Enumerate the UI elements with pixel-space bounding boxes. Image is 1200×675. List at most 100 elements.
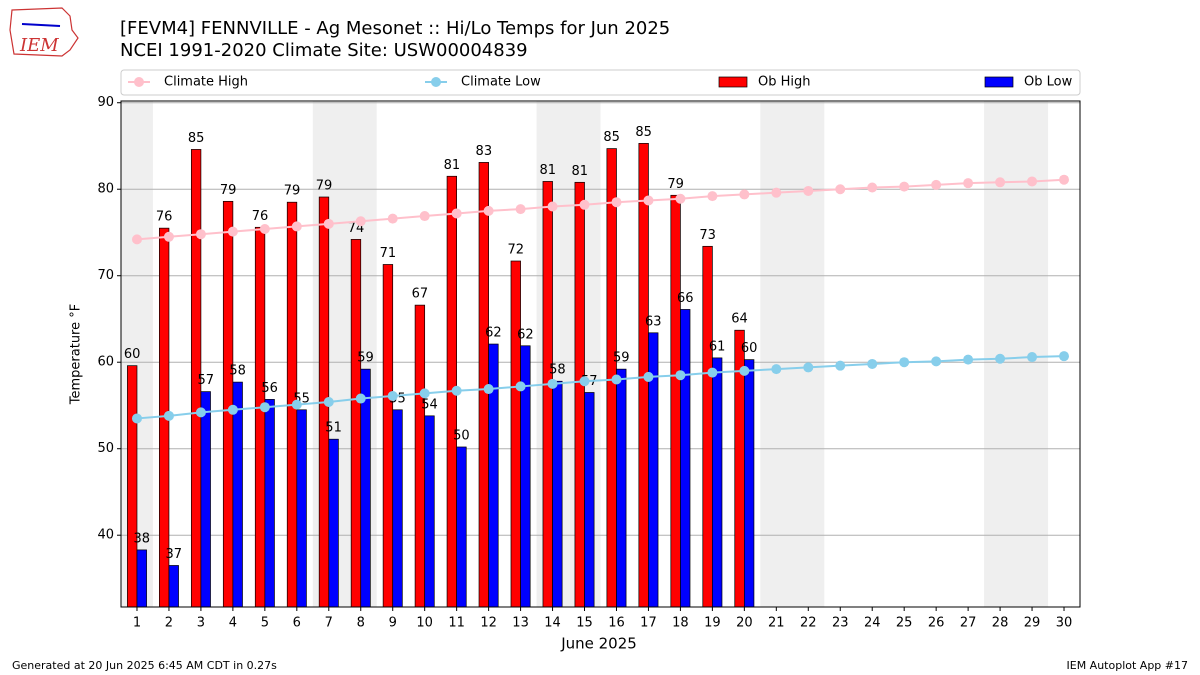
x-tick-label: 3 [197, 616, 205, 631]
line-marker [419, 211, 430, 222]
x-tick-label: 19 [704, 616, 721, 631]
line-marker [131, 413, 142, 424]
line-marker [707, 191, 718, 202]
x-tick-label: 28 [992, 616, 1009, 631]
data-label: 38 [134, 531, 151, 546]
bar [552, 380, 563, 608]
legend-marker [431, 77, 441, 87]
legend-swatch [718, 76, 748, 88]
line-marker [675, 193, 686, 204]
x-tick-label: 11 [448, 616, 465, 631]
x-tick-label: 14 [544, 616, 561, 631]
x-tick-label: 17 [640, 616, 657, 631]
footer-left: Generated at 20 Jun 2025 6:45 AM CDT in … [12, 659, 277, 672]
bar [584, 392, 595, 608]
x-tick-label: 20 [736, 616, 753, 631]
line-marker [483, 205, 494, 216]
line-marker [579, 376, 590, 387]
y-tick-label: 40 [97, 528, 114, 543]
bar [382, 264, 394, 608]
line-marker [675, 370, 686, 381]
line-marker [931, 356, 942, 367]
bar [296, 409, 307, 608]
x-tick-label: 29 [1024, 616, 1041, 631]
bar [488, 343, 499, 608]
line-marker [547, 201, 558, 212]
line-marker [579, 199, 590, 210]
y-tick-label: 50 [97, 441, 114, 456]
data-label: 85 [635, 125, 652, 140]
data-label: 58 [229, 364, 246, 379]
x-tick-label: 21 [768, 616, 785, 631]
data-label: 60 [741, 341, 758, 356]
bar [743, 359, 755, 608]
line-marker [771, 187, 782, 198]
data-label: 54 [421, 397, 438, 412]
x-tick-label: 22 [800, 616, 817, 631]
y-tick-label: 60 [97, 355, 114, 370]
line-marker [259, 402, 270, 413]
x-tick-label: 9 [389, 616, 397, 631]
line-marker [195, 407, 206, 418]
line-marker [899, 357, 910, 368]
line-marker [867, 182, 878, 193]
data-label: 73 [699, 228, 716, 243]
line-marker [163, 410, 174, 421]
line-marker [323, 397, 334, 408]
climate-line [136, 355, 1065, 420]
bar [702, 245, 713, 608]
line-marker [867, 358, 878, 369]
data-label: 81 [444, 158, 461, 173]
bar [712, 357, 723, 608]
x-tick-label: 16 [608, 616, 625, 631]
x-tick-label: 5 [261, 616, 269, 631]
line-marker [355, 216, 366, 227]
line-marker [835, 360, 846, 371]
legend-label: Ob Low [1024, 75, 1073, 90]
logo: IEM [9, 7, 79, 57]
data-label: 67 [412, 287, 429, 302]
y-tick-label: 70 [97, 268, 114, 283]
data-label: 85 [603, 130, 620, 145]
line-marker [899, 181, 910, 192]
line-marker [611, 374, 622, 385]
logo-mark [21, 23, 61, 27]
bar [456, 446, 467, 608]
logo-outline [9, 7, 79, 57]
line-marker [387, 213, 398, 224]
data-label: 71 [380, 246, 397, 261]
line-marker [483, 384, 494, 395]
line-marker [291, 221, 302, 232]
data-label: 61 [709, 339, 726, 354]
data-label: 76 [252, 209, 269, 224]
data-label: 79 [284, 184, 301, 199]
x-tick-label: 6 [293, 616, 301, 631]
x-tick-label: 2 [165, 616, 173, 631]
bar [680, 309, 691, 608]
line-marker [1059, 351, 1070, 362]
line-marker [227, 226, 238, 237]
climate-line [136, 178, 1065, 241]
line-marker [355, 393, 366, 404]
line-marker [451, 385, 462, 396]
data-label: 85 [188, 131, 205, 146]
x-tick-label: 10 [416, 616, 433, 631]
bar [424, 415, 435, 608]
line-marker [1027, 352, 1038, 363]
data-label: 58 [549, 363, 566, 378]
legend-swatch [984, 76, 1014, 88]
bar [392, 409, 403, 608]
bar [168, 565, 179, 608]
x-tick-label: 18 [672, 616, 689, 631]
data-label: 76 [156, 210, 173, 225]
bar [328, 438, 339, 608]
line-marker [547, 378, 558, 389]
x-tick-label: 25 [896, 616, 913, 631]
bar [574, 181, 585, 608]
line-marker [835, 184, 846, 195]
bar [360, 368, 371, 608]
bar [350, 239, 362, 608]
bar [616, 368, 627, 608]
x-axis-label: June 2025 [560, 635, 637, 653]
x-tick-label: 7 [325, 616, 333, 631]
